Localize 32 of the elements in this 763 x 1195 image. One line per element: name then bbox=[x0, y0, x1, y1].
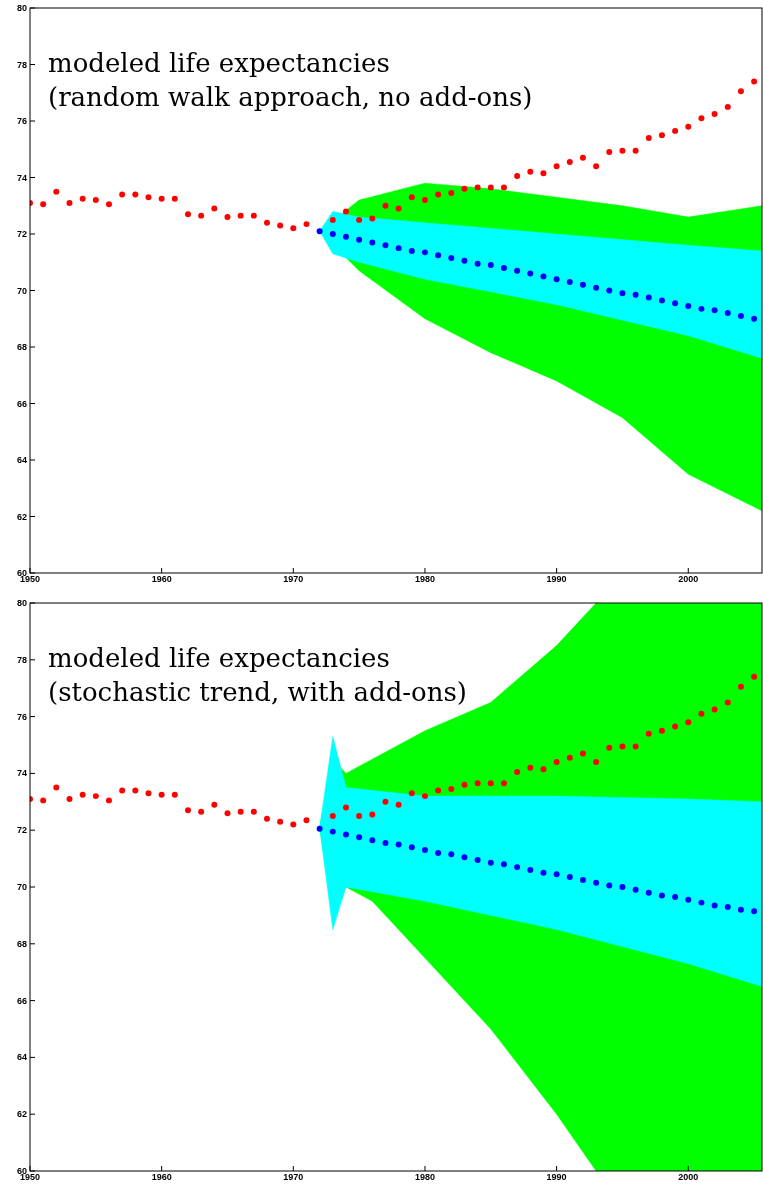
x-tick-label: 1990 bbox=[546, 574, 567, 584]
y-tick-label: 66 bbox=[16, 398, 27, 409]
y-tick-label: 64 bbox=[16, 1052, 27, 1063]
y-tick-label: 66 bbox=[16, 995, 27, 1006]
y-tick-label: 76 bbox=[16, 116, 27, 126]
x-tick-label: 1960 bbox=[151, 1172, 172, 1182]
y-tick-label: 72 bbox=[16, 229, 27, 239]
x-tick-label: 1970 bbox=[283, 574, 304, 584]
y-tick-label: 62 bbox=[16, 511, 27, 522]
y-tick-label: 74 bbox=[16, 768, 27, 779]
y-tick-label: 74 bbox=[16, 172, 27, 183]
y-tick-label: 80 bbox=[16, 3, 27, 13]
y-tick-label: 68 bbox=[16, 342, 27, 352]
y-tick-label: 70 bbox=[16, 882, 27, 892]
y-tick-label: 76 bbox=[16, 711, 27, 722]
y-tick-label: 72 bbox=[16, 825, 27, 836]
annotation: modeled life expectancies (stochastic trend, with add-ons) bbox=[48, 643, 467, 707]
x-tick-label: 1980 bbox=[414, 1172, 435, 1182]
x-tick-label: 2000 bbox=[678, 574, 699, 584]
x-tick-label: 1970 bbox=[283, 1172, 304, 1182]
y-tick-label: 64 bbox=[16, 455, 27, 465]
y-tick-label: 78 bbox=[16, 654, 27, 665]
y-tick-label: 68 bbox=[16, 938, 27, 949]
y-tick-label: 62 bbox=[16, 1109, 27, 1120]
x-tick-label: 1980 bbox=[414, 574, 435, 584]
x-tick-label: 1990 bbox=[546, 1172, 567, 1182]
annotation: modeled life expectancies (random walk approach, no add-ons) bbox=[48, 48, 533, 112]
x-tick-label: 2000 bbox=[678, 1172, 699, 1182]
y-tick-label: 70 bbox=[16, 285, 27, 296]
x-tick-label: 1960 bbox=[151, 574, 172, 584]
y-tick-label: 80 bbox=[16, 598, 27, 608]
y-tick-label: 78 bbox=[16, 59, 27, 70]
